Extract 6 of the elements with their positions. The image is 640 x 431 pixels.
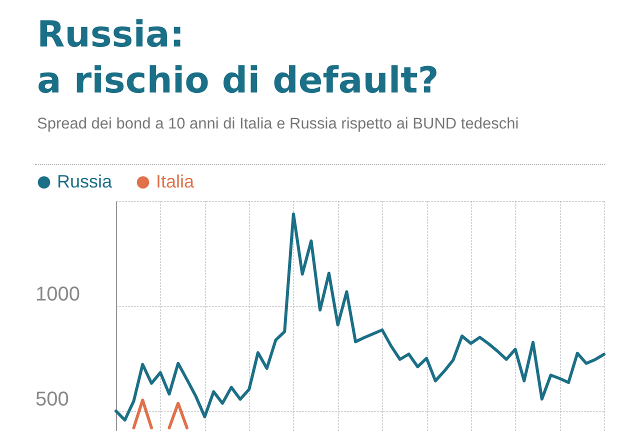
legend-label: Russia: [57, 171, 114, 192]
legend-label: Italia: [156, 171, 196, 192]
y-tick-label: 1000: [36, 284, 80, 306]
y-tick-label: 500: [36, 388, 69, 411]
chart-subtitle: Spread dei bond a 10 anni di Italia e Russia rispetto ai BUND tedeschi: [37, 116, 519, 132]
chart-title: Russia: a rischio di default?: [37, 14, 439, 102]
